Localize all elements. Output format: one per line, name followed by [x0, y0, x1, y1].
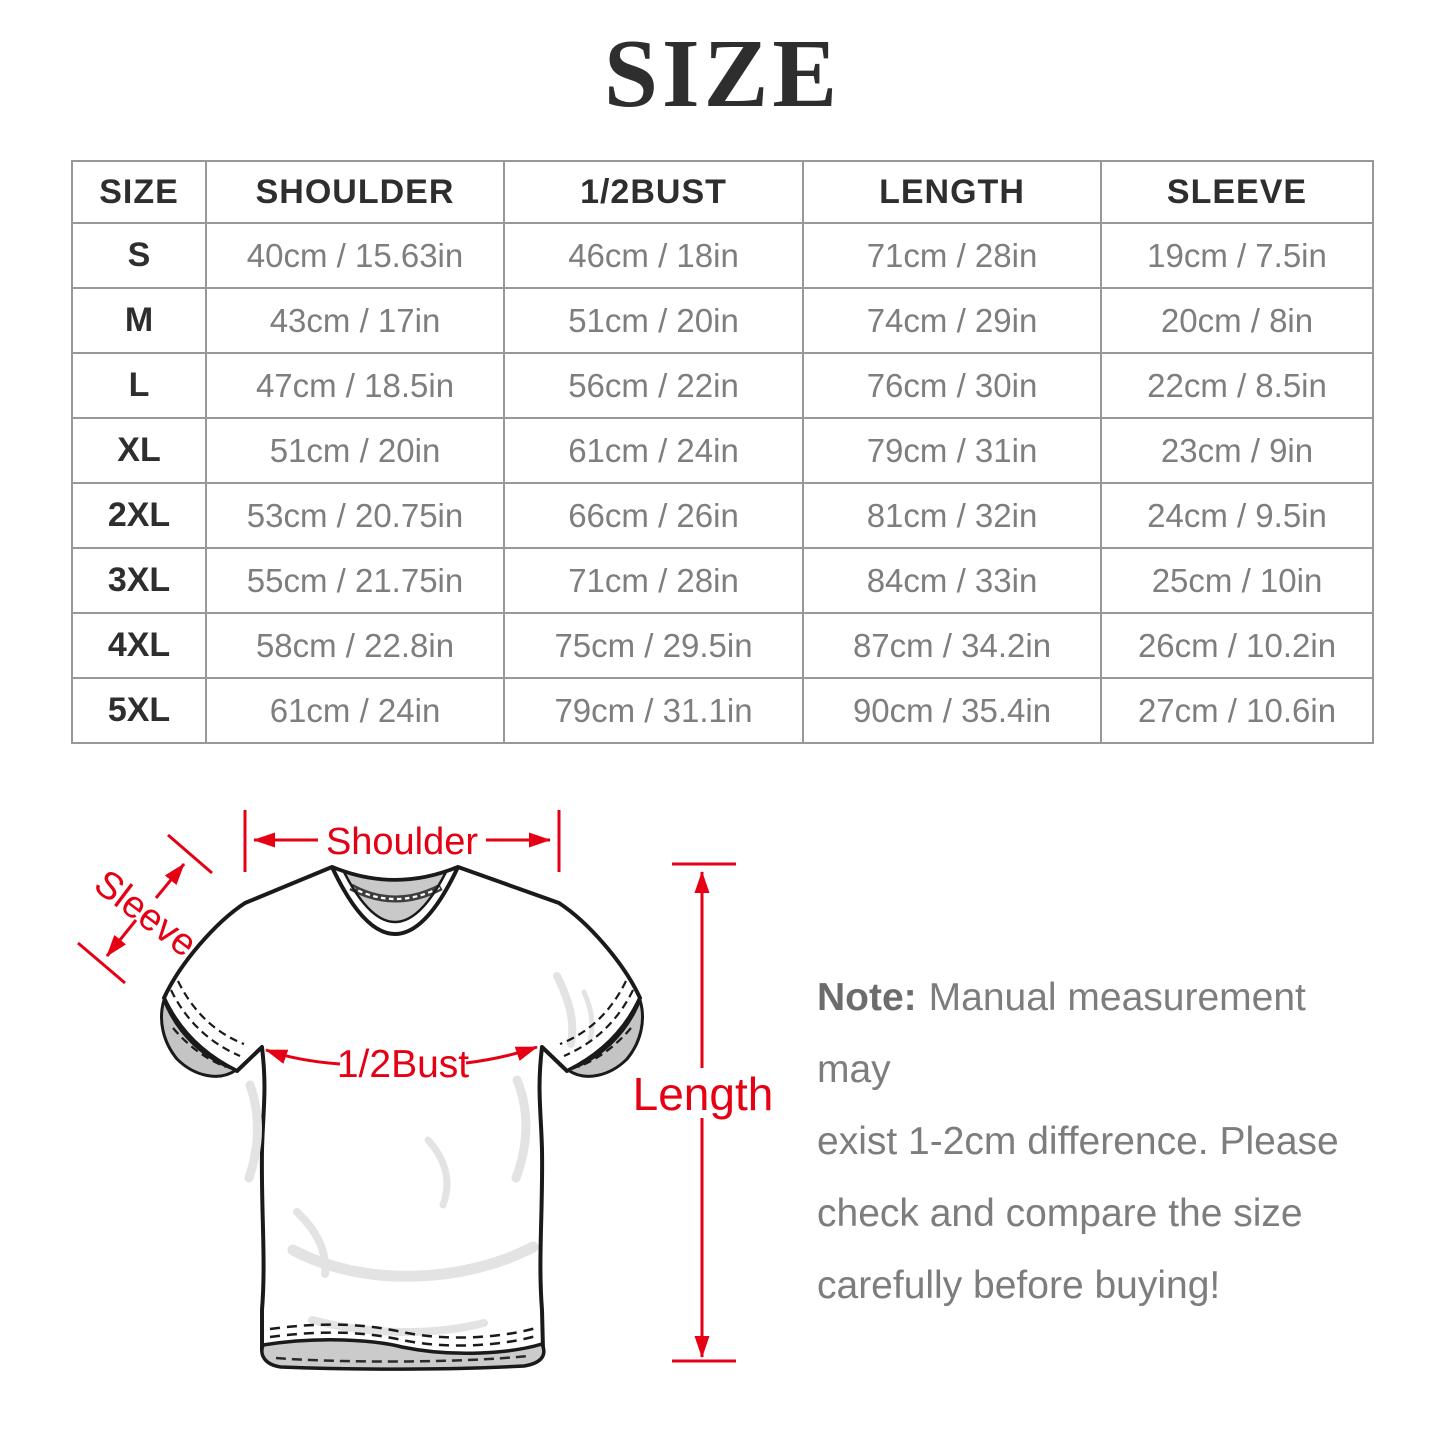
note-line: exist 1-2cm difference. Please [817, 1120, 1339, 1163]
table-cell: 75cm / 29.5in [503, 612, 804, 679]
table-cell-size: 5XL [71, 677, 207, 744]
table-header-shoulder: SHOULDER [205, 160, 505, 224]
table-cell: 51cm / 20in [205, 417, 505, 484]
table-cell: 66cm / 26in [503, 482, 804, 549]
table-row: L 47cm / 18.5in 56cm / 22in 76cm / 30in … [71, 352, 1374, 419]
table-row: 5XL 61cm / 24in 79cm / 31.1in 90cm / 35.… [71, 677, 1374, 744]
collar [330, 865, 460, 936]
table-cell: 43cm / 17in [205, 287, 505, 354]
table-cell: 87cm / 34.2in [802, 612, 1102, 679]
table-header-row: SIZE SHOULDER 1/2BUST LENGTH SLEEVE [71, 160, 1374, 224]
table-cell: 40cm / 15.63in [205, 222, 505, 289]
table-cell-size: XL [71, 417, 207, 484]
shoulder-measure: Shoulder [243, 810, 561, 872]
table-cell: 51cm / 20in [503, 287, 804, 354]
note-label: Note: [817, 976, 917, 1019]
table-cell: 71cm / 28in [802, 222, 1102, 289]
table-cell-size: 4XL [71, 612, 207, 679]
table-cell: 71cm / 28in [503, 547, 804, 614]
table-cell: 90cm / 35.4in [802, 677, 1102, 744]
sleeve-label: Sleeve [86, 862, 204, 965]
fabric-wrinkles [244, 972, 595, 1336]
table-cell: 46cm / 18in [503, 222, 804, 289]
table-row: 3XL 55cm / 21.75in 71cm / 28in 84cm / 33… [71, 547, 1374, 614]
table-cell: 76cm / 30in [802, 352, 1102, 419]
right-cuff [559, 980, 644, 1078]
table-cell: 24cm / 9.5in [1100, 482, 1374, 549]
table-header-length: LENGTH [802, 160, 1102, 224]
tshirt-body [162, 865, 642, 1359]
length-measure: Length [633, 862, 774, 1363]
left-cuff [160, 980, 245, 1078]
table-cell: 27cm / 10.6in [1100, 677, 1374, 744]
table-cell: 79cm / 31.1in [503, 677, 804, 744]
half-bust-measure: 1/2Bust [265, 1043, 538, 1086]
table-header-halfbust: 1/2BUST [503, 160, 804, 224]
note-text: Manual measurement may [817, 976, 1306, 1091]
table-cell: 74cm / 29in [802, 287, 1102, 354]
note-line: carefully before buying! [817, 1264, 1221, 1307]
table-cell: 55cm / 21.75in [205, 547, 505, 614]
table-cell-size: 2XL [71, 482, 207, 549]
table-cell: 23cm / 9in [1100, 417, 1374, 484]
table-cell: 79cm / 31in [802, 417, 1102, 484]
length-label: Length [633, 1068, 774, 1120]
table-cell-size: 3XL [71, 547, 207, 614]
tshirt-measurement-diagram: Shoulder Sleeve 1/2Bust Length [77, 810, 774, 1371]
table-cell: 56cm / 22in [503, 352, 804, 419]
table-cell: 84cm / 33in [802, 547, 1102, 614]
table-cell: 20cm / 8in [1100, 287, 1374, 354]
table-cell: 47cm / 18.5in [205, 352, 505, 419]
table-cell-size: M [71, 287, 207, 354]
table-row: XL 51cm / 20in 61cm / 24in 79cm / 31in 2… [71, 417, 1374, 484]
table-header-sleeve: SLEEVE [1100, 160, 1374, 224]
note-line: Note: Manual measurement may [817, 962, 1387, 1106]
table-cell: 61cm / 24in [205, 677, 505, 744]
shoulder-label: Shoulder [326, 821, 478, 863]
table-cell-size: L [71, 352, 207, 419]
table-cell: 22cm / 8.5in [1100, 352, 1374, 419]
table-row: M 43cm / 17in 51cm / 20in 74cm / 29in 20… [71, 287, 1374, 354]
table-row: 4XL 58cm / 22.8in 75cm / 29.5in 87cm / 3… [71, 612, 1374, 679]
note-line: check and compare the size [817, 1192, 1303, 1235]
half-bust-label: 1/2Bust [337, 1043, 469, 1086]
table-row: S 40cm / 15.63in 46cm / 18in 71cm / 28in… [71, 222, 1374, 289]
table-row: 2XL 53cm / 20.75in 66cm / 26in 81cm / 32… [71, 482, 1374, 549]
measurement-note: Note: Manual measurement may exist 1-2cm … [817, 962, 1387, 1322]
table-cell: 58cm / 22.8in [205, 612, 505, 679]
tshirt-drawing [160, 865, 644, 1371]
hem [260, 1323, 546, 1371]
page-title: SIZE [603, 20, 842, 127]
table-cell: 25cm / 10in [1100, 547, 1374, 614]
table-cell: 26cm / 10.2in [1100, 612, 1374, 679]
size-table: SIZE SHOULDER 1/2BUST LENGTH SLEEVE S 40… [71, 160, 1374, 744]
table-cell: 53cm / 20.75in [205, 482, 505, 549]
table-cell: 81cm / 32in [802, 482, 1102, 549]
table-header-size: SIZE [71, 160, 207, 224]
table-cell: 61cm / 24in [503, 417, 804, 484]
table-cell: 19cm / 7.5in [1100, 222, 1374, 289]
table-cell-size: S [71, 222, 207, 289]
